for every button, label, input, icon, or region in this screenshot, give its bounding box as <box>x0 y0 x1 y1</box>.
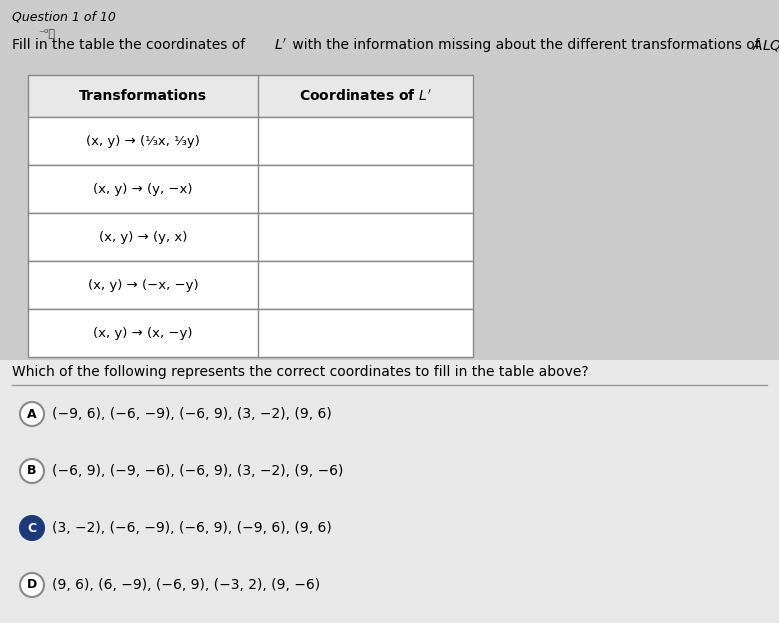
Text: (x, y) → (x, −y): (x, y) → (x, −y) <box>93 326 192 340</box>
Text: (−6, 9), (−9, −6), (−6, 9), (3, −2), (9, −6): (−6, 9), (−9, −6), (−6, 9), (3, −2), (9,… <box>52 464 344 478</box>
Text: Coordinates of $L'$: Coordinates of $L'$ <box>299 88 432 103</box>
Bar <box>28 75 473 117</box>
Bar <box>0 360 779 623</box>
Text: B: B <box>27 465 37 477</box>
Text: (x, y) → (¹⁄₃x, ¹⁄₃y): (x, y) → (¹⁄₃x, ¹⁄₃y) <box>86 135 200 148</box>
Circle shape <box>20 573 44 597</box>
Text: (3, −2), (−6, −9), (−6, 9), (−9, 6), (9, 6): (3, −2), (−6, −9), (−6, 9), (−9, 6), (9,… <box>52 521 332 535</box>
Bar <box>28 213 473 261</box>
Circle shape <box>20 402 44 426</box>
Text: (−9, 6), (−6, −9), (−6, 9), (3, −2), (9, 6): (−9, 6), (−6, −9), (−6, 9), (3, −2), (9,… <box>52 407 332 421</box>
Text: ⁻⁰⏐: ⁻⁰⏐ <box>38 28 55 38</box>
Text: Question 1 of 10: Question 1 of 10 <box>12 10 116 23</box>
Text: (x, y) → (−x, −y): (x, y) → (−x, −y) <box>88 278 199 292</box>
Bar <box>28 165 473 213</box>
Bar <box>28 261 473 309</box>
Text: Fill in the table the coordinates of: Fill in the table the coordinates of <box>12 38 249 52</box>
Text: A: A <box>27 407 37 421</box>
Circle shape <box>20 516 44 540</box>
Text: $L'$: $L'$ <box>274 38 287 53</box>
Text: D: D <box>26 579 37 591</box>
Text: Which of the following represents the correct coordinates to fill in the table a: Which of the following represents the co… <box>12 365 589 379</box>
Text: (9, 6), (6, −9), (−6, 9), (−3, 2), (9, −6): (9, 6), (6, −9), (−6, 9), (−3, 2), (9, −… <box>52 578 320 592</box>
Bar <box>28 117 473 165</box>
Text: $ALQ$: $ALQ$ <box>752 38 779 53</box>
Text: C: C <box>27 521 37 535</box>
Text: Transformations: Transformations <box>79 89 207 103</box>
Bar <box>28 309 473 357</box>
Text: with the information missing about the different transformations of: with the information missing about the d… <box>288 38 764 52</box>
Text: (x, y) → (y, x): (x, y) → (y, x) <box>99 231 187 244</box>
Text: (x, y) → (y, −x): (x, y) → (y, −x) <box>93 183 192 196</box>
Circle shape <box>20 459 44 483</box>
